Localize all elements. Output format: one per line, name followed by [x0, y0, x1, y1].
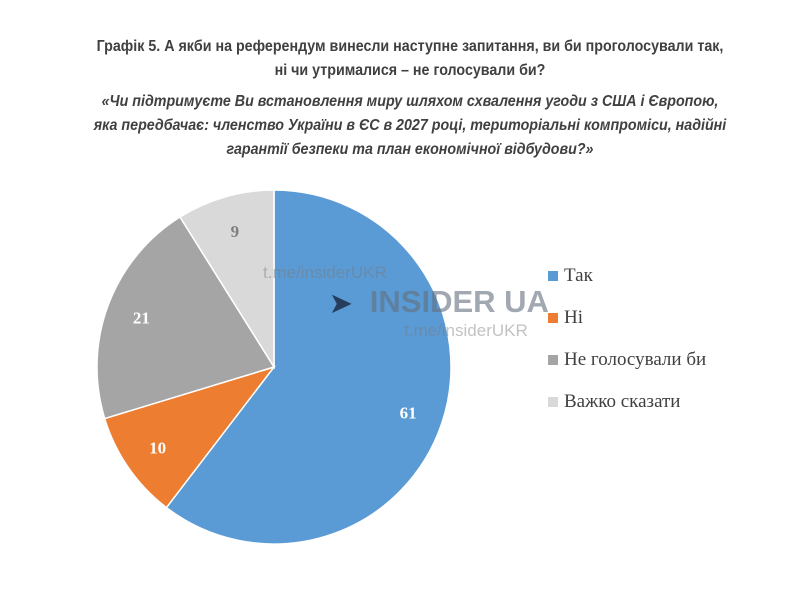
question-line-3: гарантії безпеки та план економічної від… [226, 141, 594, 158]
legend-item-1: Ні [548, 297, 706, 339]
data-label-2: 21 [133, 308, 150, 327]
title-line-2: ні чи утрималися – не голосували би? [274, 62, 546, 79]
legend-item-0: Так [548, 255, 706, 297]
data-label-1: 10 [149, 439, 166, 458]
legend-label: Важко сказати [564, 391, 681, 412]
pie-slice-2 [96, 215, 276, 420]
telegram-icon: ➤ [330, 288, 352, 318]
question-line-2: яка передбачає: членство України в ЄС в … [93, 117, 727, 134]
data-label-3: 9 [231, 222, 240, 241]
legend-swatch [548, 313, 558, 323]
legend-label: Ні [564, 307, 583, 328]
legend-swatch [548, 271, 558, 281]
pie-slice-3 [178, 189, 275, 370]
watermark-brand-text: INSIDER UA [369, 284, 549, 319]
legend-item-3: Важко сказати [548, 381, 706, 423]
data-label-0: 61 [400, 403, 417, 422]
legend-item-2: Не голосували би [548, 339, 706, 381]
question-line-1: «Чи підтримуєте Ви встановлення миру шля… [101, 93, 719, 110]
chart-question: «Чи підтримуєте Ви встановлення миру шля… [60, 90, 759, 162]
watermark-brand: ➤ INSIDER UA [330, 284, 549, 320]
pie-slice-0 [165, 189, 452, 545]
legend-label: Так [564, 265, 593, 286]
watermark-url-2: t.me/insiderUKR [404, 321, 528, 340]
chart-title: Графік 5. А якби на референдум винесли н… [70, 35, 751, 83]
watermark-url: t.me/insiderUKR [263, 263, 387, 282]
legend-label: Не голосували би [564, 349, 707, 370]
pie-slice-1 [103, 365, 277, 509]
chart-legend: Так Ні Не голосували би Важко сказати [548, 255, 706, 423]
title-line-1: Графік 5. А якби на референдум винесли н… [96, 38, 724, 55]
legend-swatch [548, 355, 558, 365]
legend-swatch [548, 397, 558, 407]
